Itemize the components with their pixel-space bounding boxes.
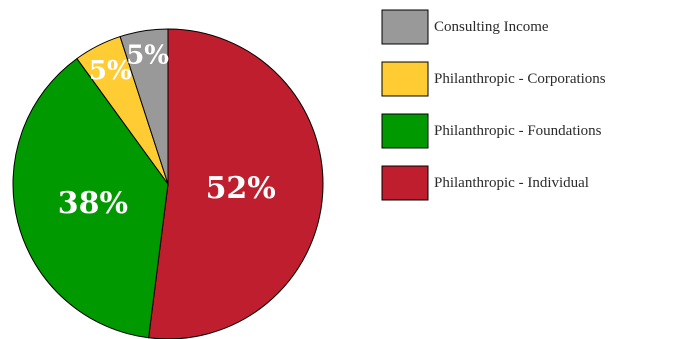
legend: Consulting Income Philanthropic - Corpora…	[381, 9, 606, 201]
legend-swatch	[381, 113, 429, 149]
slice-data-label: 5%	[89, 56, 132, 86]
legend-swatch	[381, 165, 429, 201]
slice-data-label: 5%	[126, 40, 169, 70]
pie-slice-labels: 52% 38% 5%5%	[58, 40, 276, 220]
pie-slices	[12, 28, 324, 339]
legend-label: Philanthropic - Foundations	[434, 123, 602, 139]
legend-label: Philanthropic - Corporations	[434, 71, 606, 87]
pie-slice-philanthropic-individual	[148, 28, 324, 339]
pie-slice-philanthropic-foundations	[12, 57, 169, 339]
legend-swatch	[381, 61, 429, 97]
legend-swatch	[381, 9, 429, 45]
slice-data-label: 52%	[206, 171, 276, 206]
legend-label: Consulting Income	[434, 19, 549, 35]
legend-label: Philanthropic - Individual	[434, 175, 589, 191]
slice-data-label: 38%	[58, 186, 128, 221]
pie-slice-consulting-income	[119, 28, 169, 185]
